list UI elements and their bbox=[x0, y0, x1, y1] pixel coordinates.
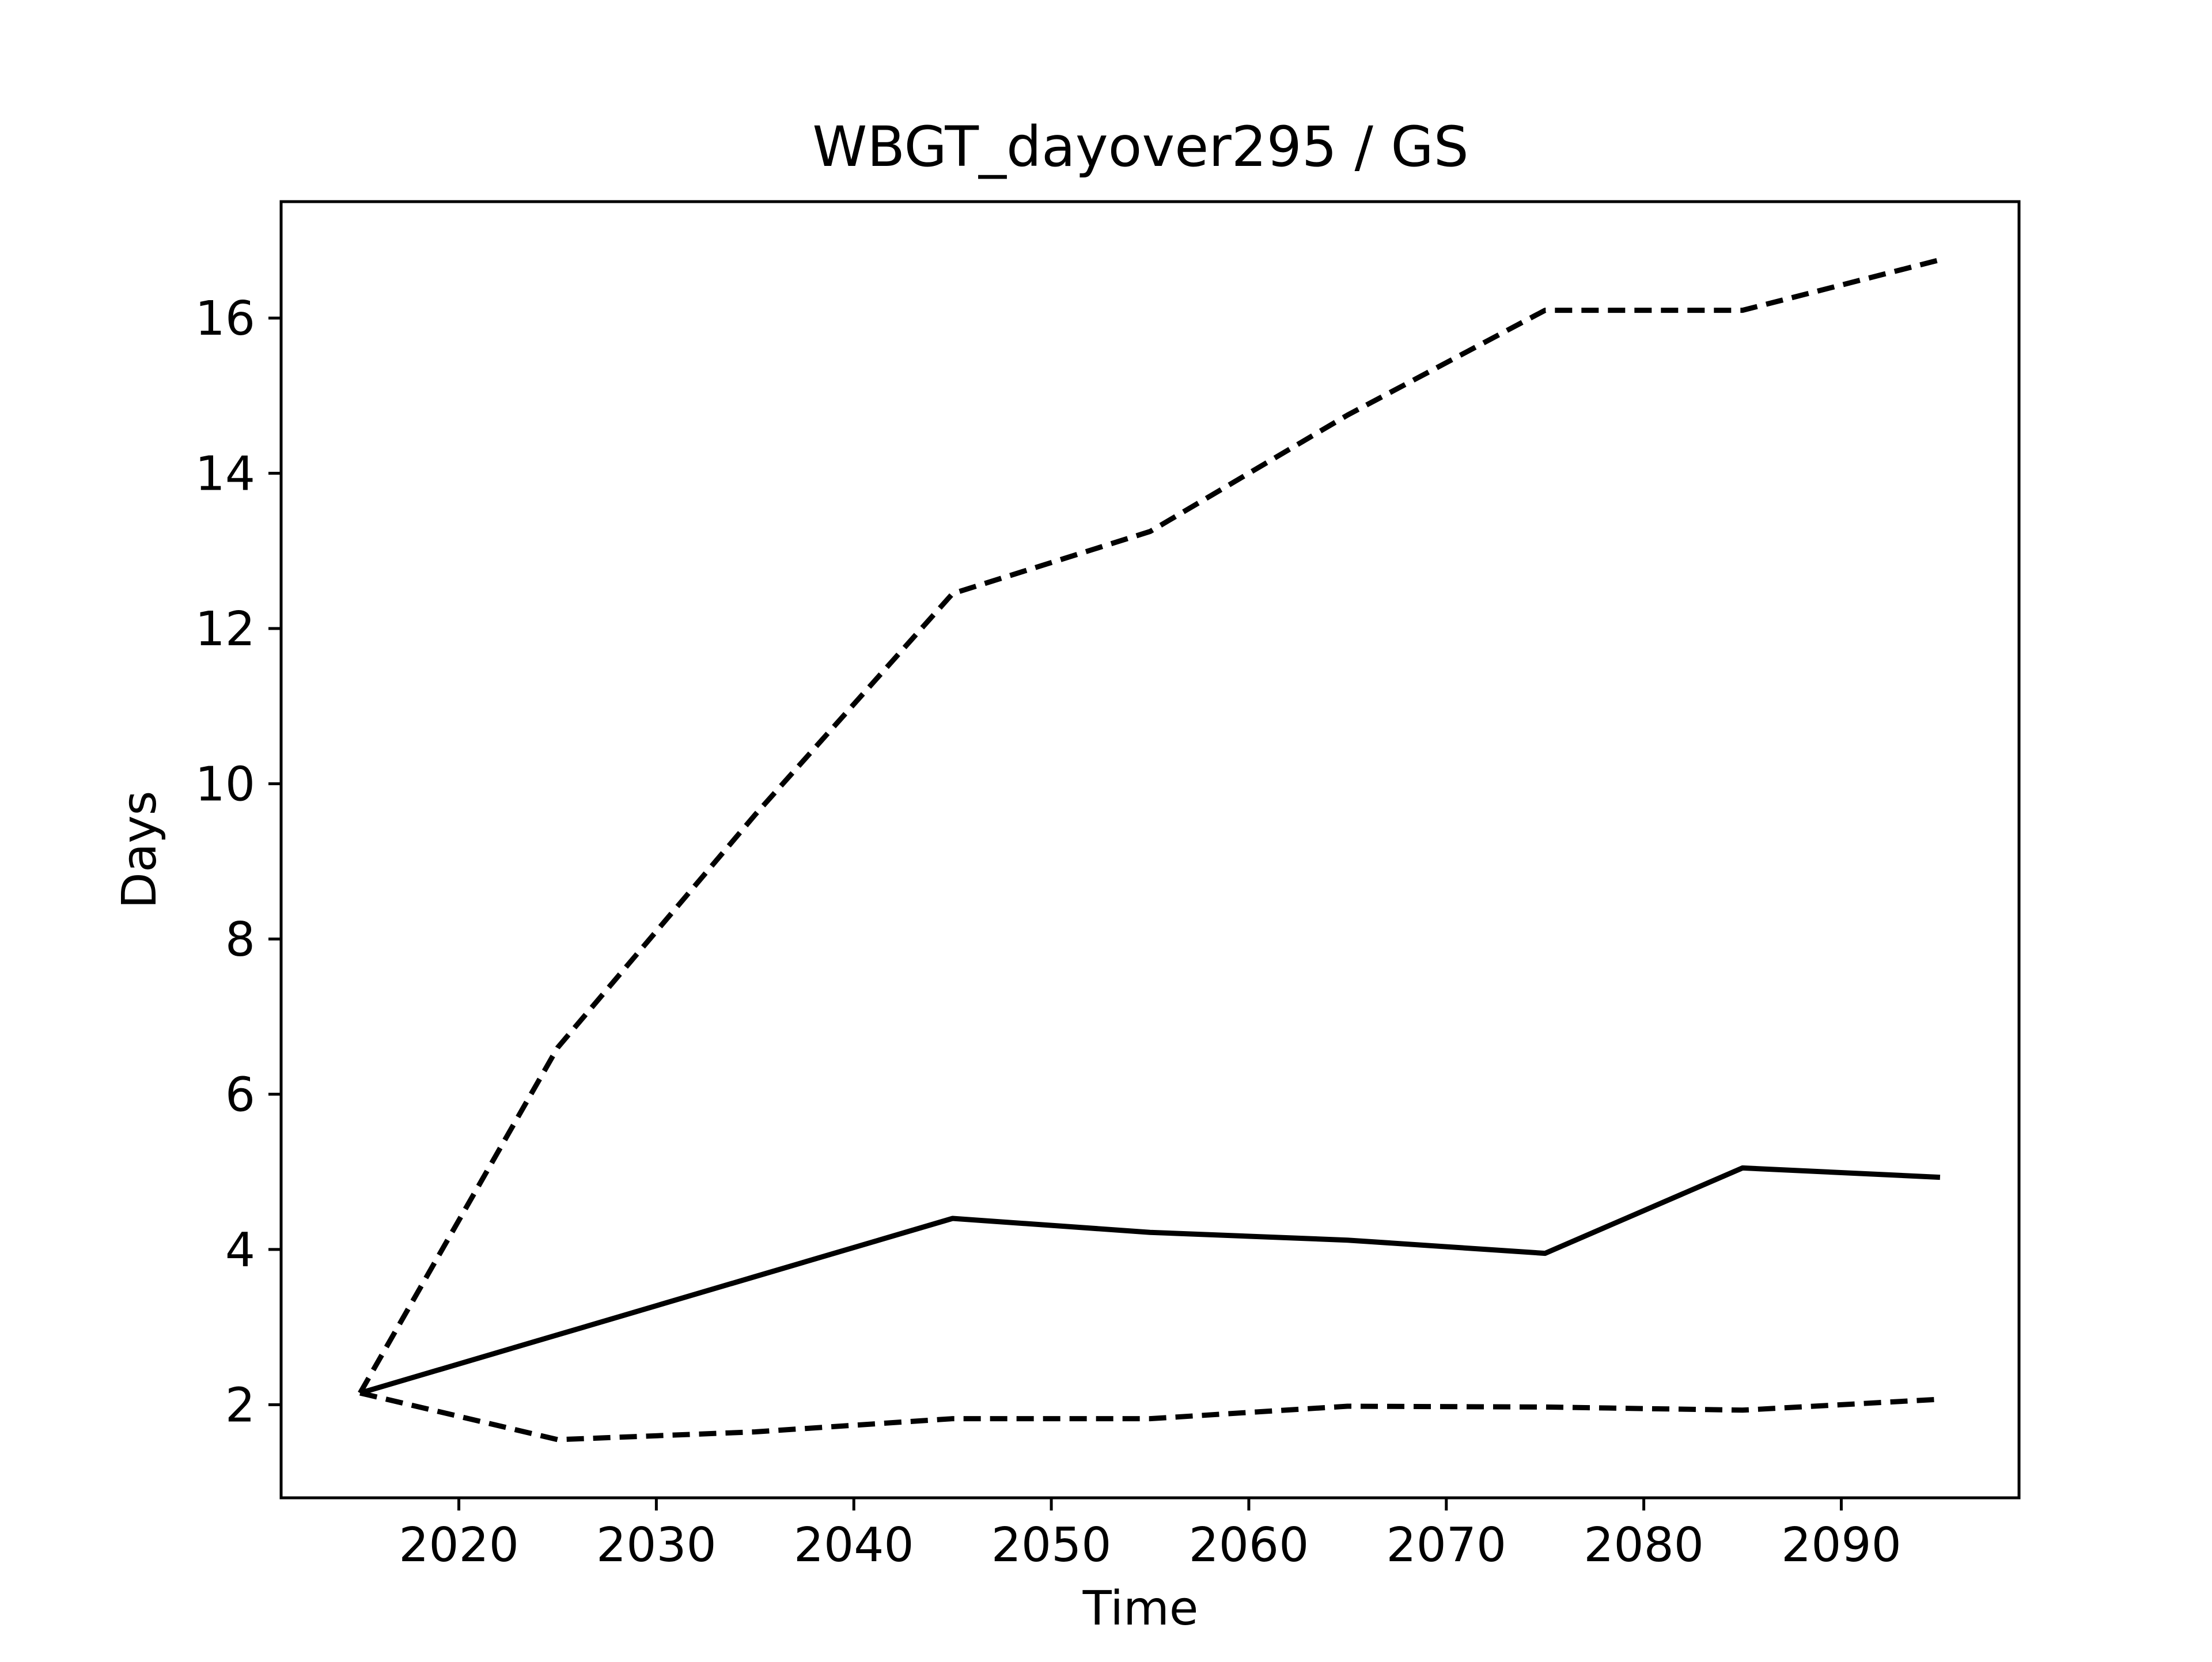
y-tick-label: 16 bbox=[195, 291, 255, 346]
y-tick-label: 14 bbox=[195, 447, 255, 502]
x-tick-label: 2020 bbox=[399, 1518, 519, 1573]
y-tick-label: 2 bbox=[225, 1378, 255, 1433]
y-tick-label: 6 bbox=[225, 1067, 255, 1122]
chart-title: WBGT_dayover295 / GS bbox=[812, 115, 1468, 179]
axes: 2020 2030 2040 2050 2060 2070 2080 2090 2 4 6 8 10 12… bbox=[195, 200, 2021, 1573]
series-line-1 bbox=[359, 1165, 1941, 1396]
x-tick-label: 2090 bbox=[1781, 1518, 1902, 1573]
x-tick-label: 2030 bbox=[596, 1518, 717, 1573]
series-line-3 bbox=[359, 1390, 1941, 1443]
series-line-2 bbox=[358, 257, 1941, 1395]
x-tick-label: 2080 bbox=[1584, 1518, 1704, 1573]
y-tick-label: 10 bbox=[195, 757, 255, 812]
y-tick-label: 12 bbox=[195, 602, 255, 657]
y-tick-label: 4 bbox=[225, 1223, 255, 1278]
x-tick-label: 2070 bbox=[1386, 1518, 1506, 1573]
x-tick-label: 2060 bbox=[1189, 1518, 1309, 1573]
plot-area bbox=[358, 257, 1941, 1443]
y-axis-label: Days bbox=[112, 791, 167, 909]
y-tick-label: 8 bbox=[225, 913, 255, 967]
plot-frame bbox=[279, 200, 2021, 1500]
x-axis-label: Time bbox=[1082, 1581, 1199, 1636]
x-tick-label: 2040 bbox=[794, 1518, 914, 1573]
x-tick-label: 2050 bbox=[991, 1518, 1112, 1573]
